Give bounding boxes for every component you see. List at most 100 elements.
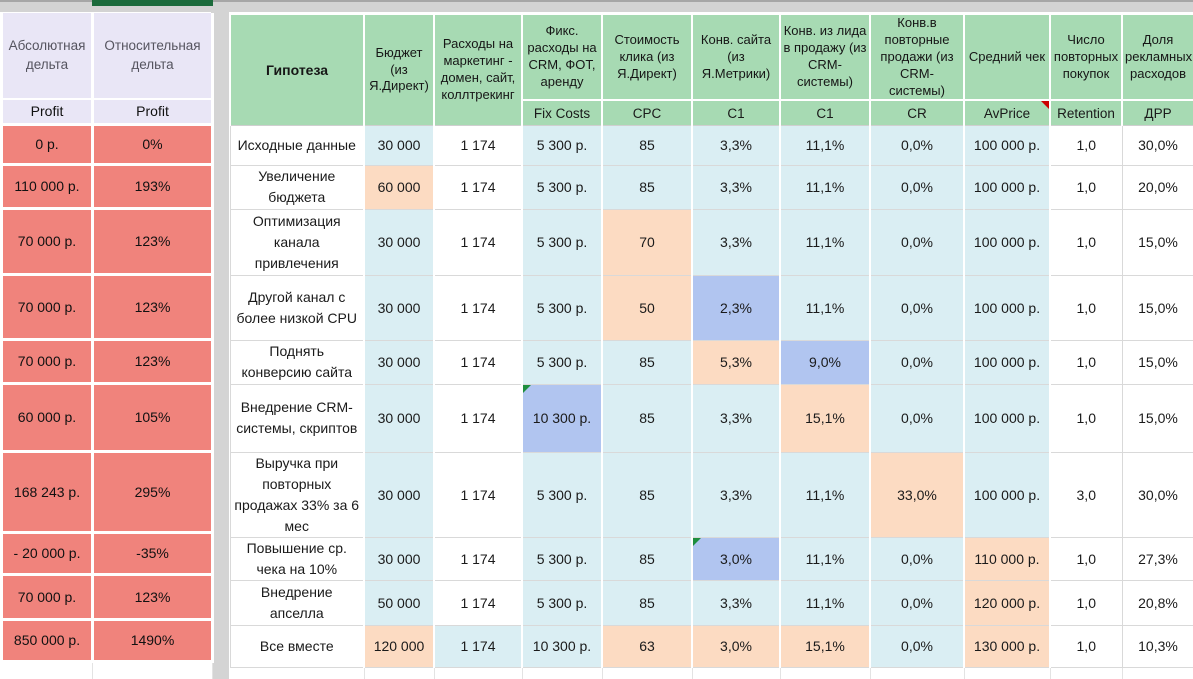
metric-code-header[interactable]: Retention <box>1049 99 1123 126</box>
value-cell[interactable]: 63 <box>601 624 693 668</box>
value-cell[interactable]: 1,0 <box>1049 208 1123 276</box>
value-cell[interactable]: 3,0% <box>691 624 781 668</box>
value-cell[interactable]: 3,3% <box>691 579 781 626</box>
delta-abs-cell[interactable]: 70 000 р. <box>0 272 94 341</box>
column-header[interactable]: Стоимость клика (из Я.Директ) <box>601 12 693 102</box>
value-cell[interactable]: 85 <box>601 124 693 166</box>
value-cell[interactable]: 3,3% <box>691 208 781 276</box>
value-cell[interactable]: 11,1% <box>779 124 871 166</box>
delta-abs-cell[interactable]: 0 р. <box>0 122 94 166</box>
delta-abs-cell[interactable]: - 20 000 р. <box>0 530 94 576</box>
value-cell[interactable]: 9,0% <box>779 339 871 385</box>
value-cell[interactable]: 3,3% <box>691 164 781 210</box>
empty-cell[interactable] <box>522 666 603 679</box>
value-cell[interactable]: 1,0 <box>1049 536 1123 581</box>
value-cell[interactable]: 5 300 р. <box>521 274 603 341</box>
value-cell[interactable]: 11,1% <box>779 208 871 276</box>
delta-rel-cell[interactable]: 0% <box>91 122 214 166</box>
value-cell[interactable]: 5 300 р. <box>521 124 603 166</box>
value-cell[interactable]: 100 000 р. <box>963 383 1051 453</box>
value-cell[interactable]: 0,0% <box>869 124 965 166</box>
value-cell[interactable]: 50 000 <box>363 579 435 626</box>
value-cell[interactable]: 11,1% <box>779 579 871 626</box>
value-cell[interactable]: 3,0 <box>1049 451 1123 538</box>
value-cell[interactable]: 85 <box>601 536 693 581</box>
value-cell[interactable]: 30,0% <box>1121 451 1193 538</box>
value-cell[interactable]: 5 300 р. <box>521 451 603 538</box>
value-cell[interactable]: 85 <box>601 164 693 210</box>
delta-abs-cell[interactable]: 70 000 р. <box>0 206 94 276</box>
metric-code-header[interactable]: CPC <box>601 99 693 126</box>
hypothesis-column-header[interactable]: Гипотеза <box>229 12 365 126</box>
column-header[interactable]: Бюджет (из Я.Директ) <box>363 12 435 126</box>
value-cell[interactable]: 10,3% <box>1121 624 1193 668</box>
value-cell[interactable]: 15,0% <box>1121 339 1193 385</box>
metric-code-header[interactable]: ДРР <box>1121 99 1193 126</box>
value-cell[interactable]: 33,0% <box>869 451 965 538</box>
delta-abs-cell[interactable]: 168 243 р. <box>0 449 94 534</box>
column-header[interactable]: Конв. сайта (из Я.Метрики) <box>691 12 781 102</box>
value-cell[interactable]: 100 000 р. <box>963 164 1051 210</box>
value-cell[interactable]: 5 300 р. <box>521 579 603 626</box>
value-cell[interactable]: 15,0% <box>1121 383 1193 453</box>
value-cell[interactable]: 110 000 р. <box>963 536 1051 581</box>
value-cell[interactable]: 30 000 <box>363 383 435 453</box>
delta-abs-cell[interactable]: 850 000 р. <box>0 617 94 663</box>
delta-rel-cell[interactable]: 295% <box>91 449 214 534</box>
column-header[interactable]: Число повторных покупок <box>1049 12 1123 102</box>
delta-rel-metric[interactable]: Profit <box>91 99 214 125</box>
value-cell[interactable]: 0,0% <box>869 579 965 626</box>
value-cell[interactable]: 20,0% <box>1121 164 1193 210</box>
metric-code-header[interactable]: CR <box>869 99 965 126</box>
empty-cell[interactable] <box>602 666 693 679</box>
value-cell[interactable]: 1 174 <box>433 383 523 453</box>
value-cell[interactable]: 3,0% <box>691 536 781 581</box>
value-cell[interactable]: 0,0% <box>869 339 965 385</box>
hypothesis-cell[interactable]: Внедрение CRM-системы, скриптов <box>229 383 365 453</box>
hypothesis-cell[interactable]: Увеличение бюджета <box>229 164 365 210</box>
hypothesis-cell[interactable]: Исходные данные <box>229 124 365 166</box>
delta-abs-metric[interactable]: Profit <box>0 99 94 125</box>
value-cell[interactable]: 100 000 р. <box>963 208 1051 276</box>
value-cell[interactable]: 0,0% <box>869 536 965 581</box>
empty-cell[interactable] <box>364 666 435 679</box>
value-cell[interactable]: 0,0% <box>869 274 965 341</box>
value-cell[interactable]: 50 <box>601 274 693 341</box>
metric-code-header[interactable]: C1 <box>779 99 871 126</box>
value-cell[interactable]: 1,0 <box>1049 624 1123 668</box>
value-cell[interactable]: 27,3% <box>1121 536 1193 581</box>
value-cell[interactable]: 1,0 <box>1049 274 1123 341</box>
value-cell[interactable]: 30 000 <box>363 124 435 166</box>
metric-code-header[interactable]: AvPrice <box>963 99 1051 126</box>
value-cell[interactable]: 100 000 р. <box>963 451 1051 538</box>
delta-rel-cell[interactable]: 123% <box>91 337 214 385</box>
value-cell[interactable]: 11,1% <box>779 451 871 538</box>
delta-rel-cell[interactable]: 1490% <box>91 617 214 663</box>
delta-abs-header[interactable]: Абсолютная дельта <box>0 13 94 100</box>
value-cell[interactable]: 3,3% <box>691 124 781 166</box>
column-header[interactable]: Конв.в повторные продажи (из CRM-системы… <box>869 12 965 102</box>
value-cell[interactable]: 60 000 <box>363 164 435 210</box>
value-cell[interactable]: 30 000 <box>363 274 435 341</box>
value-cell[interactable]: 100 000 р. <box>963 339 1051 385</box>
column-header[interactable]: Доля рекламных расходов <box>1121 12 1193 102</box>
value-cell[interactable]: 0,0% <box>869 624 965 668</box>
empty-cell[interactable] <box>692 666 781 679</box>
empty-cell[interactable] <box>434 666 523 679</box>
value-cell[interactable]: 15,1% <box>779 383 871 453</box>
empty-cell[interactable] <box>230 666 365 679</box>
value-cell[interactable]: 0,0% <box>869 383 965 453</box>
hypothesis-cell[interactable]: Другой канал с более низкой CPU <box>229 274 365 341</box>
value-cell[interactable]: 1,0 <box>1049 124 1123 166</box>
value-cell[interactable]: 30 000 <box>363 451 435 538</box>
value-cell[interactable]: 130 000 р. <box>963 624 1051 668</box>
delta-abs-cell[interactable]: 60 000 р. <box>0 381 94 453</box>
delta-rel-cell[interactable]: 123% <box>91 272 214 341</box>
empty-cell[interactable] <box>780 666 871 679</box>
value-cell[interactable]: 30 000 <box>363 536 435 581</box>
delta-rel-cell[interactable]: 105% <box>91 381 214 453</box>
value-cell[interactable]: 11,1% <box>779 274 871 341</box>
value-cell[interactable]: 1 174 <box>433 208 523 276</box>
value-cell[interactable]: 15,0% <box>1121 208 1193 276</box>
value-cell[interactable]: 70 <box>601 208 693 276</box>
